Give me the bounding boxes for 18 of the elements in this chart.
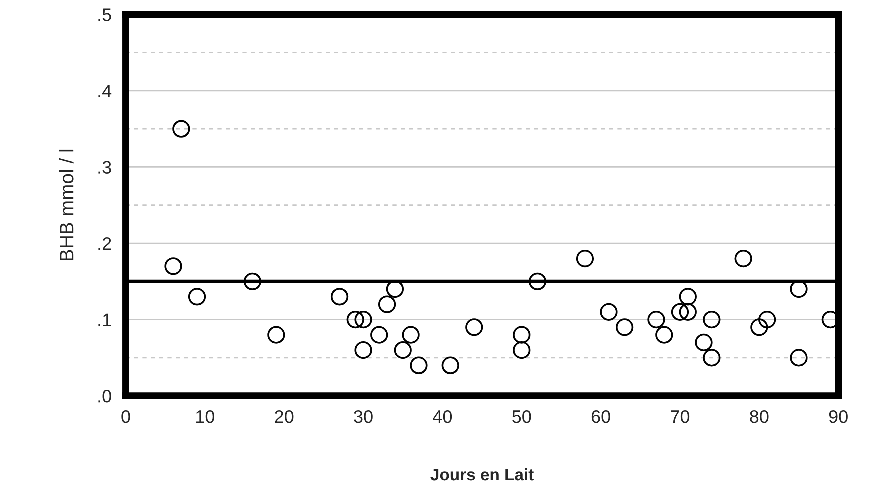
x-tick-label: 80 bbox=[750, 410, 769, 424]
x-tick-label: 30 bbox=[354, 410, 373, 424]
x-tick-label: 10 bbox=[196, 410, 215, 424]
x-tick-label: 60 bbox=[592, 410, 610, 424]
x-tick-label: 70 bbox=[671, 410, 690, 424]
y-axis-title: BHB mmol / l bbox=[59, 150, 74, 261]
x-tick-label: 90 bbox=[829, 410, 848, 424]
y-tick-label: .4 bbox=[98, 85, 112, 98]
y-tick-label: .0 bbox=[98, 390, 112, 403]
y-tick-label: .3 bbox=[98, 161, 112, 174]
x-tick-label: 20 bbox=[275, 410, 294, 424]
y-tick-label: .1 bbox=[98, 314, 112, 326]
y-tick-label: .5 bbox=[98, 8, 112, 22]
x-tick-label: 50 bbox=[512, 410, 532, 424]
x-tick-label: 40 bbox=[433, 410, 452, 424]
x-axis-title: Jours en Lait bbox=[430, 468, 534, 481]
x-tick-label: 0 bbox=[122, 410, 130, 424]
y-tick-label: .2 bbox=[98, 237, 112, 250]
